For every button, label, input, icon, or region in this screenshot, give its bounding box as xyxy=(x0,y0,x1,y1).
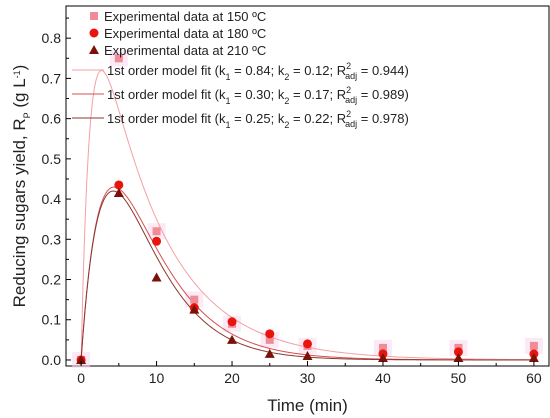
y-tick-label: 0.8 xyxy=(42,30,62,46)
legend-label-210: Experimental data at 210 ºC xyxy=(104,43,266,58)
point-180 xyxy=(303,339,312,349)
x-tick-label: 10 xyxy=(149,370,165,386)
legend-entry-fit-2: 1st order model fit (k1 = 0.30; k2 = 0.1… xyxy=(72,85,409,106)
x-tick-label: 50 xyxy=(451,370,467,386)
x-tick-label: 30 xyxy=(300,370,316,386)
legend-entry-fit-3: 1st order model fit (k1 = 0.25; k2 = 0.2… xyxy=(72,109,409,130)
point-180 xyxy=(227,317,237,327)
y-tick-label: 0.1 xyxy=(42,312,62,328)
legend-entry-210: Experimental data at 210 ºC xyxy=(89,43,266,58)
point-210 xyxy=(76,354,87,364)
legend: Experimental data at 150 ºC Experimental… xyxy=(72,9,409,130)
point-180 xyxy=(152,236,162,246)
x-tick-label: 60 xyxy=(526,370,542,386)
point-210 xyxy=(151,272,162,282)
point-210 xyxy=(227,334,238,344)
legend-marker-triangle xyxy=(89,45,99,54)
point-150 xyxy=(378,343,387,352)
point-210 xyxy=(264,348,275,358)
plot-frame xyxy=(65,5,550,367)
y-tick-label: 0.7 xyxy=(42,70,62,86)
x-tick-label: 0 xyxy=(77,370,85,386)
y-tick-label: 0.5 xyxy=(42,151,62,167)
point-150 xyxy=(265,335,274,344)
legend-label-fit-1: 1st order model fit (k1 = 0.84; k2 = 0.1… xyxy=(107,61,409,82)
point-210 xyxy=(528,352,539,362)
point-150 xyxy=(152,227,161,236)
point-210 xyxy=(453,352,464,362)
point-210 xyxy=(302,350,313,360)
y-tick-label: 0.3 xyxy=(42,231,62,247)
legend-label-150: Experimental data at 150 ºC xyxy=(104,9,266,24)
y-tick-label: 0.6 xyxy=(42,111,62,127)
point-180 xyxy=(453,347,463,357)
point-180 xyxy=(114,180,124,190)
point-150 xyxy=(529,341,538,350)
point-210 xyxy=(377,352,388,362)
point-150 xyxy=(190,295,199,304)
legend-marker-circle xyxy=(89,28,99,38)
point-180 xyxy=(265,329,275,339)
y-tick-label: 0.4 xyxy=(42,191,62,207)
point-210 xyxy=(113,188,124,198)
point-150 xyxy=(114,54,123,63)
x-axis-label: Time (min) xyxy=(267,396,348,415)
y-axis-label: Reducing sugars yield, RP (g L-1) xyxy=(10,65,32,308)
x-tick-label: 20 xyxy=(224,370,240,386)
legend-label-fit-3: 1st order model fit (k1 = 0.25; k2 = 0.2… xyxy=(107,109,409,130)
x-tick-label: 40 xyxy=(375,370,391,386)
legend-label-fit-2: 1st order model fit (k1 = 0.30; k2 = 0.1… xyxy=(107,85,409,106)
y-tick-label: 0.2 xyxy=(42,272,62,288)
fit-curve-2 xyxy=(80,186,534,361)
x-axis: 0 10 20 30 40 50 60 xyxy=(77,361,542,386)
point-210 xyxy=(189,304,200,314)
legend-entry-fit-1: 1st order model fit (k1 = 0.84; k2 = 0.1… xyxy=(72,61,409,82)
y-axis: 0.0 0.1 0.2 0.3 0.4 0.5 0.6 0.7 0.8 xyxy=(42,17,71,368)
point-layer xyxy=(76,54,539,365)
legend-entry-150: Experimental data at 150 ºC xyxy=(90,9,266,24)
legend-entry-180: Experimental data at 180 ºC xyxy=(89,26,266,41)
fit-curve-3 xyxy=(80,190,534,361)
legend-label-180: Experimental data at 180 ºC xyxy=(104,26,266,41)
legend-marker-square xyxy=(90,12,98,20)
y-tick-label: 0.0 xyxy=(42,352,62,368)
